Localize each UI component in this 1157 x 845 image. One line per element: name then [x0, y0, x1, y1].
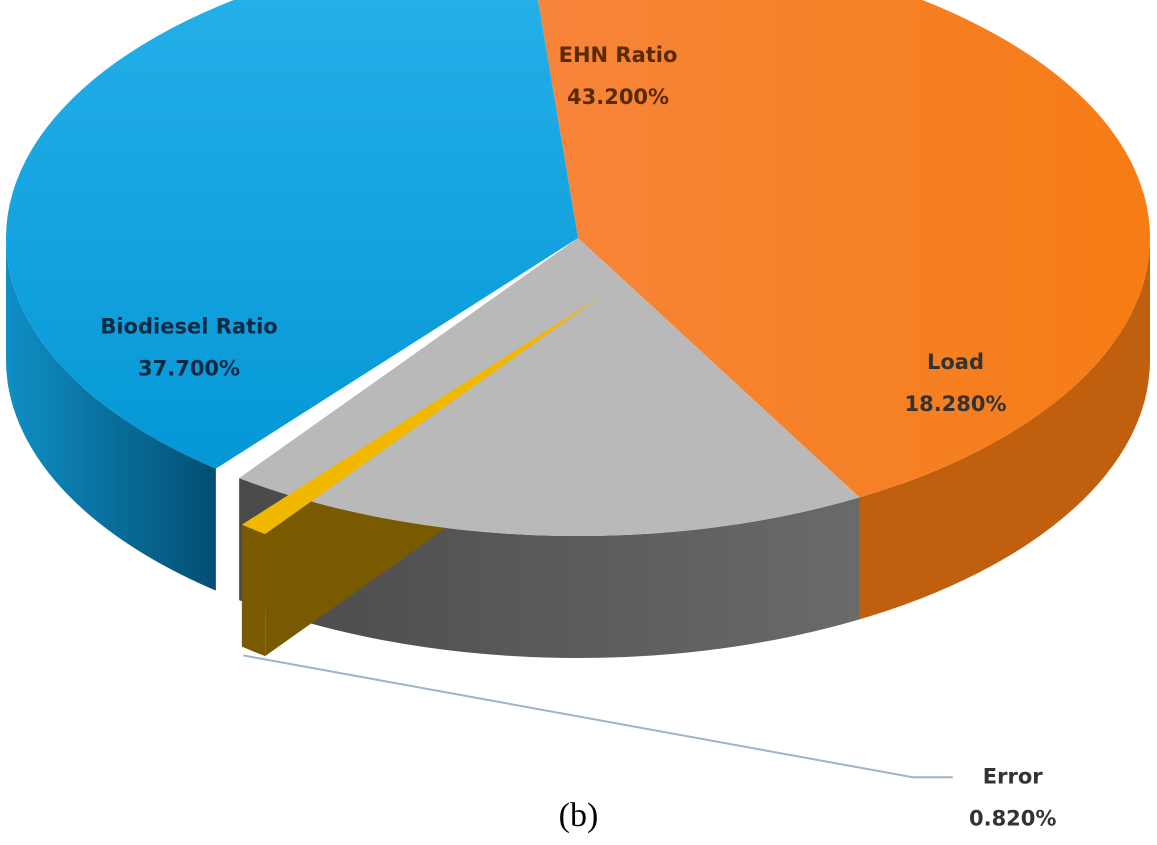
figure-caption: (b): [558, 797, 599, 834]
ehn-ratio-slice: [538, 0, 1150, 498]
biodiesel-ratio-value-label: 37.700%: [138, 356, 240, 380]
ehn-ratio-label: EHN Ratio: [559, 43, 678, 67]
ehn-ratio-value-label: 43.200%: [567, 85, 669, 109]
biodiesel-ratio-slice: [6, 0, 578, 469]
error-slice: [241, 294, 605, 535]
load-label: Load: [927, 350, 984, 374]
biodiesel-ratio-label: Biodiesel Ratio: [100, 314, 277, 338]
error-label: Error: [983, 764, 1043, 788]
ehn-ratio-slice-side: [859, 238, 1150, 620]
error-leader-line: [243, 654, 953, 779]
error-value-label: 0.820%: [969, 806, 1056, 830]
load-slice: [239, 238, 860, 536]
error-slice-side: [241, 524, 266, 657]
load-value-label: 18.280%: [904, 392, 1006, 416]
biodiesel-ratio-slice-side: [6, 238, 216, 591]
